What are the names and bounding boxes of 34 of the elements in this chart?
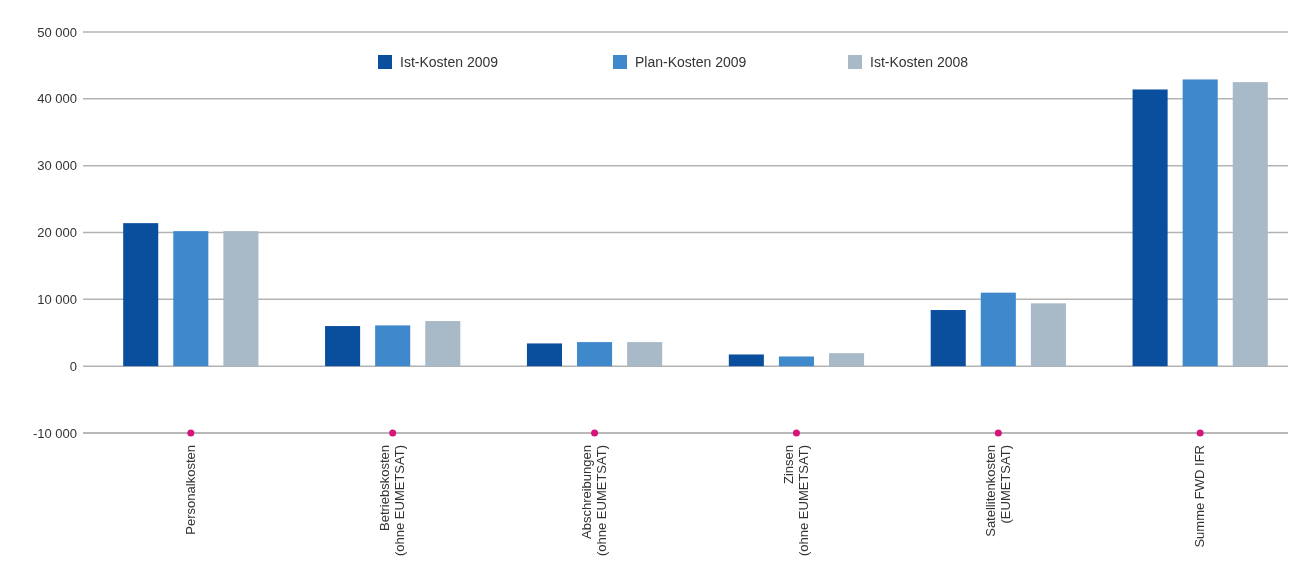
legend-label: Ist-Kosten 2009 xyxy=(400,53,499,70)
x-tick-label: Satellitenkosten (EUMETSAT) xyxy=(982,445,1013,537)
bar xyxy=(577,342,613,367)
bar xyxy=(173,231,209,367)
y-tick-label: -10 000 xyxy=(32,425,77,441)
y-tick-label: 40 000 xyxy=(37,91,77,107)
bar xyxy=(778,356,814,367)
x-tick-label: Betriebskosten (ohne EUMETSAT) xyxy=(377,445,408,557)
bar xyxy=(1182,79,1218,367)
bar xyxy=(627,342,663,367)
y-tick-label: 0 xyxy=(69,358,77,374)
y-tick-label: 10 000 xyxy=(37,291,77,307)
x-tick-label: Personalkosten xyxy=(182,445,198,535)
bar xyxy=(526,343,562,367)
x-tick-label: Summe FWD IFR xyxy=(1192,445,1208,548)
bar xyxy=(325,326,361,367)
bar xyxy=(930,310,966,367)
legend-label: Plan-Kosten 2009 xyxy=(635,53,747,70)
bar xyxy=(728,354,764,367)
legend-label: Ist-Kosten 2008 xyxy=(870,53,969,70)
y-tick-label: 20 000 xyxy=(37,225,77,241)
bar xyxy=(375,325,411,367)
bar xyxy=(425,321,461,367)
x-tick-label: Zinsen (ohne EUMETSAT) xyxy=(780,445,811,557)
bar xyxy=(980,292,1016,367)
bar xyxy=(1232,82,1268,367)
y-tick-label: 50 000 xyxy=(37,24,77,40)
bar xyxy=(829,353,865,367)
x-tick-label: Abschreibungen (ohne EUMETSAT) xyxy=(579,445,610,557)
bar xyxy=(123,223,159,367)
bar xyxy=(1030,303,1066,367)
bar xyxy=(1132,89,1168,367)
y-tick-label: 30 000 xyxy=(37,158,77,174)
bar xyxy=(223,231,259,367)
